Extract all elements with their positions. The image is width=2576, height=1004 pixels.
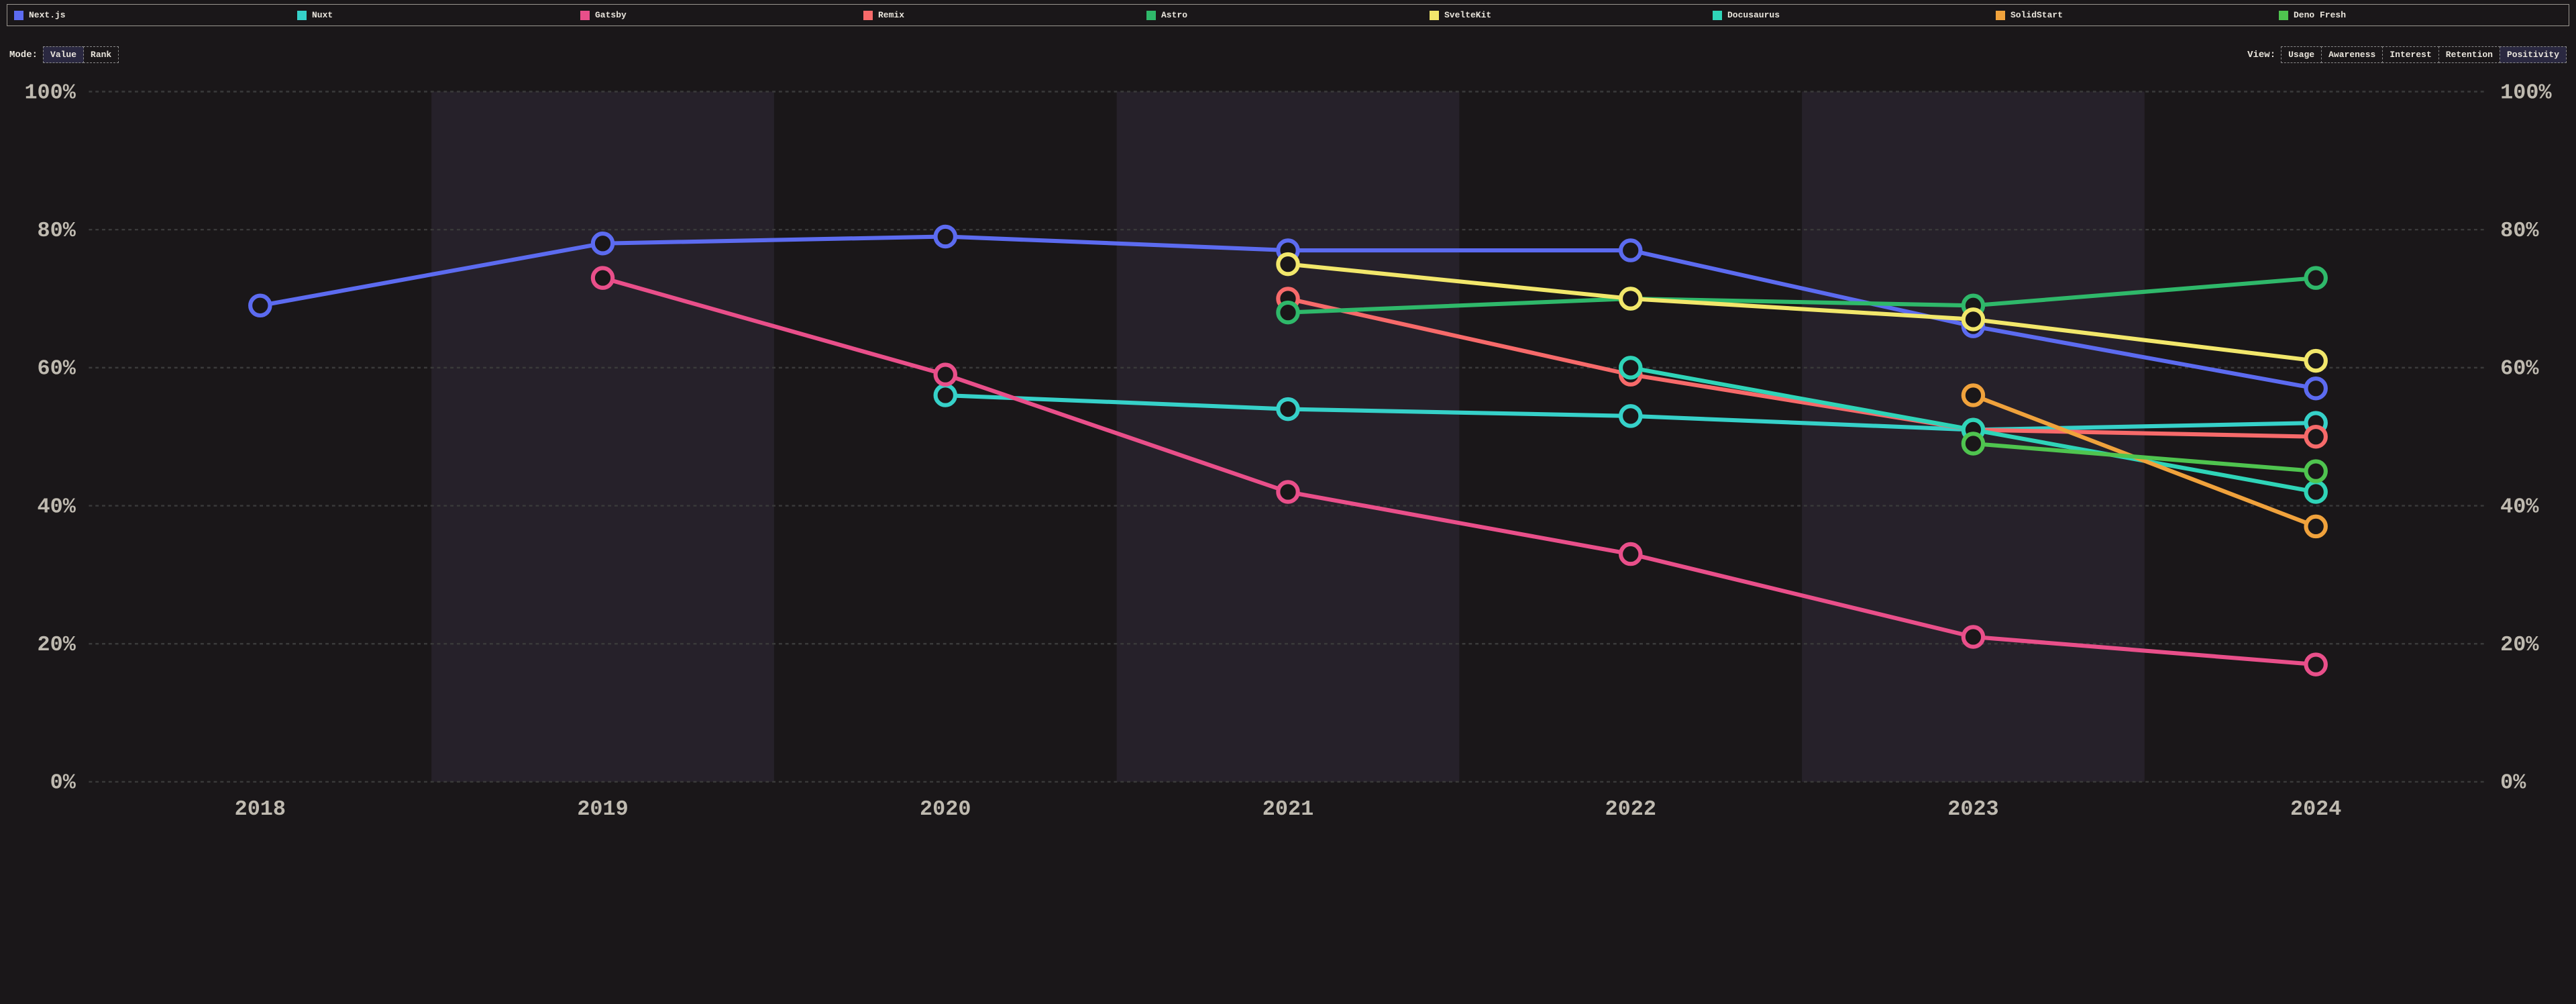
mode-label: Mode:: [9, 50, 38, 60]
chart-svg: 0% 0% 20% 20% 40% 40% 60% 60% 80% 80% 100% 100% 2018…: [7, 75, 2569, 831]
legend-swatch: [1713, 11, 1722, 20]
svg-text:40%: 40%: [38, 495, 76, 519]
legend-item[interactable]: Docusaurus: [1713, 10, 1996, 20]
legend-swatch: [14, 11, 23, 20]
legend-swatch: [297, 11, 307, 20]
legend-item[interactable]: Nuxt: [297, 10, 580, 20]
svg-text:100%: 100%: [2500, 81, 2552, 105]
legend-label: Nuxt: [312, 10, 333, 20]
svg-text:60%: 60%: [38, 357, 76, 381]
svg-text:100%: 100%: [24, 81, 76, 105]
mode-option-rank[interactable]: Rank: [83, 46, 119, 63]
positivity-chart: 0% 0% 20% 20% 40% 40% 60% 60% 80% 80% 100% 100% 2018…: [7, 75, 2569, 831]
svg-text:2018: 2018: [235, 797, 286, 821]
legend-swatch: [580, 11, 590, 20]
legend-item[interactable]: Remix: [863, 10, 1146, 20]
view-option-positivity[interactable]: Positivity: [2500, 46, 2567, 63]
legend-label: SvelteKit: [1444, 10, 1491, 20]
legend-swatch: [2279, 11, 2288, 20]
svg-text:2023: 2023: [1947, 797, 1998, 821]
legend-label: Docusaurus: [1727, 10, 1780, 20]
svg-text:20%: 20%: [38, 633, 76, 657]
svg-text:40%: 40%: [2500, 495, 2539, 519]
legend-swatch: [863, 11, 873, 20]
legend-label: Gatsby: [595, 10, 627, 20]
view-control: View: UsageAwarenessInterestRetentionPos…: [2247, 46, 2567, 63]
view-option-retention[interactable]: Retention: [2438, 46, 2500, 63]
view-label: View:: [2247, 50, 2275, 60]
svg-text:80%: 80%: [38, 219, 76, 243]
legend-label: Astro: [1161, 10, 1187, 20]
legend-item[interactable]: Next.js: [14, 10, 297, 20]
legend-item[interactable]: Astro: [1146, 10, 1430, 20]
svg-text:20%: 20%: [2500, 633, 2539, 657]
svg-text:2021: 2021: [1263, 797, 1313, 821]
svg-text:60%: 60%: [2500, 357, 2539, 381]
legend-swatch: [1146, 11, 1156, 20]
legend-item[interactable]: Deno Fresh: [2279, 10, 2562, 20]
mode-control: Mode: ValueRank: [9, 46, 119, 63]
legend-item[interactable]: Gatsby: [580, 10, 863, 20]
svg-text:0%: 0%: [2500, 771, 2526, 795]
legend-swatch: [1996, 11, 2005, 20]
svg-text:0%: 0%: [50, 771, 76, 795]
svg-text:2019: 2019: [577, 797, 628, 821]
svg-text:2022: 2022: [1605, 797, 1656, 821]
legend-label: Next.js: [29, 10, 66, 20]
svg-text:2024: 2024: [2290, 797, 2341, 821]
legend-label: Deno Fresh: [2294, 10, 2346, 20]
legend-swatch: [1430, 11, 1439, 20]
controls-row: Mode: ValueRank View: UsageAwarenessInte…: [7, 46, 2569, 63]
legend-label: Remix: [878, 10, 904, 20]
mode-toggle: ValueRank: [43, 46, 119, 63]
view-option-usage[interactable]: Usage: [2281, 46, 2322, 63]
view-option-interest[interactable]: Interest: [2382, 46, 2438, 63]
legend: Next.js Nuxt Gatsby Remix Astro SvelteKit Docu…: [7, 4, 2569, 26]
view-toggle: UsageAwarenessInterestRetentionPositivit…: [2281, 46, 2567, 63]
svg-text:80%: 80%: [2500, 219, 2539, 243]
mode-option-value[interactable]: Value: [43, 46, 84, 63]
legend-label: SolidStart: [2010, 10, 2063, 20]
view-option-awareness[interactable]: Awareness: [2321, 46, 2383, 63]
legend-item[interactable]: SvelteKit: [1430, 10, 1713, 20]
svg-text:2020: 2020: [920, 797, 971, 821]
legend-item[interactable]: SolidStart: [1996, 10, 2279, 20]
